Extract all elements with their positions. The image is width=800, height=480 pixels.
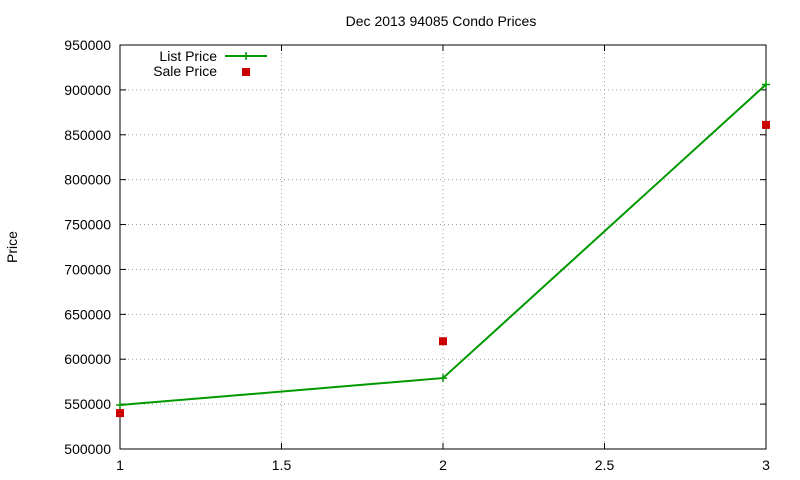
y-tick-label: 700000	[64, 261, 111, 277]
y-tick-label: 900000	[64, 82, 111, 98]
legend-label-sale-price: Sale Price	[153, 63, 217, 79]
x-tick-label: 2.5	[595, 457, 615, 473]
list-price-point	[762, 80, 770, 89]
y-tick-label: 800000	[64, 172, 111, 188]
chart-title: Dec 2013 94085 Condo Prices	[346, 13, 537, 29]
legend-marker-sale-price	[242, 68, 250, 76]
x-tick-label: 3	[762, 457, 770, 473]
sale-price-point	[439, 337, 447, 346]
axis-ticks: 500000 550000 600000 650000 700000 750000 8000…	[64, 37, 770, 473]
grid-lines	[120, 45, 766, 449]
legend-marker-list-price	[242, 52, 250, 60]
y-tick-label: 650000	[64, 306, 111, 322]
y-axis-label: Price	[4, 231, 20, 263]
x-tick-label: 2	[439, 457, 447, 473]
list-price-line	[119, 83, 767, 407]
legend-label-list-price: List Price	[159, 48, 217, 64]
x-tick-label: 1	[116, 457, 124, 473]
y-tick-label: 950000	[64, 37, 111, 53]
series-layer	[116, 80, 770, 418]
sale-price-point	[762, 120, 770, 129]
y-tick-label: 600000	[64, 351, 111, 367]
x-tick-label: 1.5	[272, 457, 292, 473]
y-tick-label: 550000	[64, 396, 111, 412]
y-tick-label: 850000	[64, 127, 111, 143]
y-tick-label: 750000	[64, 217, 111, 233]
list-price-point	[116, 401, 124, 410]
y-tick-label: 500000	[64, 441, 111, 457]
list-price-point	[439, 374, 447, 383]
sale-price-point	[116, 409, 124, 418]
